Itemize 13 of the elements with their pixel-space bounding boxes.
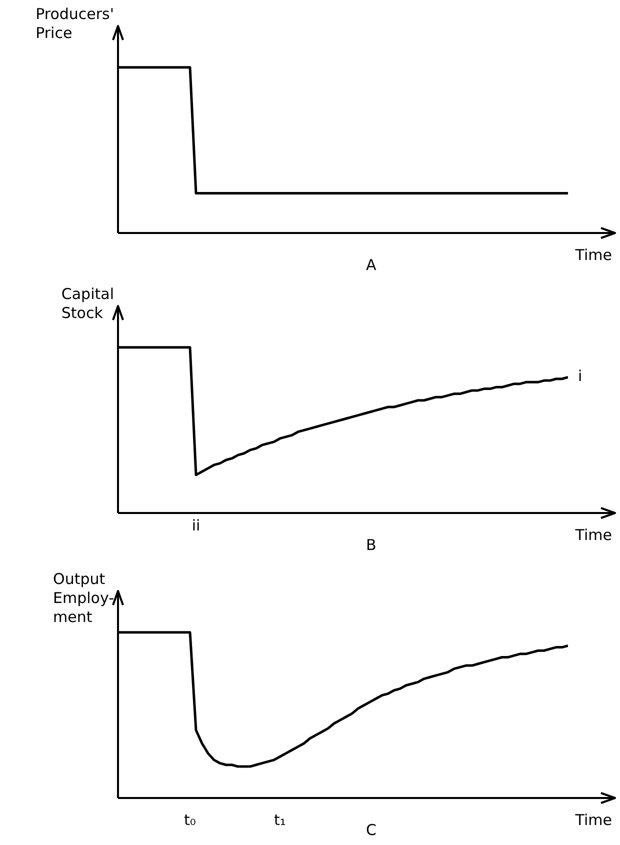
text: A xyxy=(366,256,376,275)
text: C xyxy=(366,821,376,840)
text: i xyxy=(578,367,582,386)
x-axis-title: Time xyxy=(575,246,612,265)
x-axis-title: Time xyxy=(575,526,612,545)
x-axis-title: Time xyxy=(575,811,612,830)
y-axis-title: Output Employ- ment xyxy=(53,570,114,627)
y-axis-title: Producers' Price xyxy=(36,5,114,43)
annotation: ii xyxy=(192,516,200,534)
x-tick-label: t₀ xyxy=(184,810,196,829)
text: B xyxy=(366,536,376,555)
y-axis-title: Capital Stock xyxy=(61,285,114,323)
x-tick-label: t₁ xyxy=(274,810,286,829)
